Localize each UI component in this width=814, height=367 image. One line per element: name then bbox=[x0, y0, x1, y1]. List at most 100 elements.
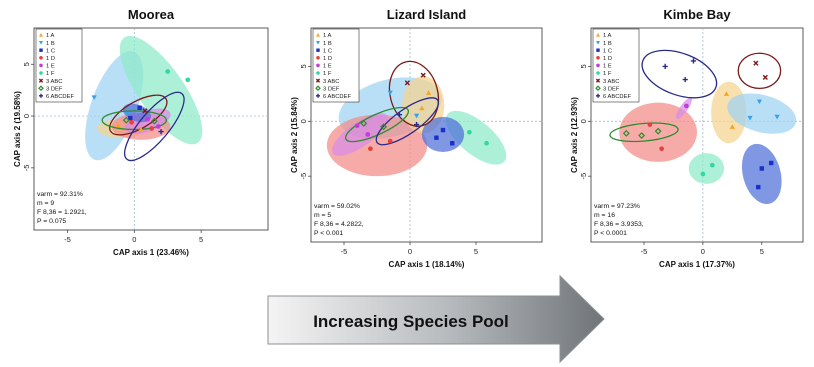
data-point bbox=[450, 141, 455, 146]
legend-marker bbox=[315, 85, 321, 92]
cap-panels: Moorea -5 0 5 -5 0 5 CAP axis 1 (23.46%) CAP axi… bbox=[13, 7, 804, 269]
data-point bbox=[762, 74, 768, 80]
y-axis-label: CAP axis 2 (15.84%) bbox=[290, 97, 299, 173]
legend-label: 1 B bbox=[323, 41, 332, 47]
data-point bbox=[137, 105, 142, 110]
data-point bbox=[138, 126, 144, 132]
data-point bbox=[354, 123, 360, 129]
data-point bbox=[768, 160, 774, 166]
data-point bbox=[729, 124, 735, 129]
data-point bbox=[145, 116, 150, 122]
y-axis-label: CAP axis 2 (12.93%) bbox=[570, 97, 579, 173]
stats-line: varm = 59.02% bbox=[314, 203, 360, 210]
data-point bbox=[434, 135, 439, 140]
group-ellipse bbox=[675, 97, 693, 119]
legend-label: 3 ABC bbox=[46, 79, 62, 85]
x-tick-label: 0 bbox=[701, 247, 705, 256]
legend-label: 1 D bbox=[603, 56, 612, 62]
data-point bbox=[662, 63, 668, 70]
legend-box bbox=[35, 28, 83, 103]
legend-marker bbox=[595, 85, 601, 92]
data-point bbox=[700, 171, 706, 177]
group-ellipse bbox=[375, 97, 440, 146]
point-layer bbox=[354, 72, 489, 152]
stats-annotation: varm = 97.23% m = 16 F 8,36 = 3.9353, P < 0… bbox=[594, 203, 644, 237]
arrow-shape bbox=[267, 274, 605, 364]
legend-label: 1 B bbox=[603, 41, 612, 47]
legend-box bbox=[592, 28, 640, 103]
data-point bbox=[125, 111, 131, 117]
legend-marker bbox=[316, 71, 320, 75]
data-point bbox=[682, 76, 688, 83]
legend-marker bbox=[596, 63, 600, 68]
stats-annotation: varm = 92.31% m = 9 F 8,36 = 1.2921, P = 0.… bbox=[37, 191, 87, 225]
stats-line: P < 0.0001 bbox=[594, 230, 627, 237]
legend-marker bbox=[38, 78, 44, 83]
cap-panel-3: Kimbe Bay -5 0 5 -5 0 5 CAP axis 1 (17.37%) CAP … bbox=[570, 7, 804, 269]
stats-line: m = 5 bbox=[314, 212, 331, 219]
legend-marker bbox=[316, 63, 320, 68]
group-ellipse bbox=[331, 113, 388, 156]
legend-marker bbox=[315, 78, 321, 83]
legend-label: 1 B bbox=[46, 41, 55, 47]
data-point bbox=[414, 121, 420, 128]
y-tick-label: 5 bbox=[579, 64, 588, 68]
group-ellipse bbox=[445, 110, 507, 165]
legend-marker bbox=[316, 56, 320, 60]
data-point bbox=[420, 72, 426, 78]
legend-marker bbox=[596, 33, 600, 37]
data-point bbox=[654, 127, 662, 135]
legend-label: 1 A bbox=[603, 33, 612, 39]
cap-panel-2: Lizard Island -5 0 5 -5 0 5 CAP axis 1 (18.14%)… bbox=[290, 7, 543, 269]
arrow-label: Increasing Species Pool bbox=[313, 312, 509, 331]
data-point bbox=[396, 112, 403, 118]
legend-marker bbox=[316, 41, 320, 45]
panel-title: Lizard Island bbox=[387, 7, 467, 22]
data-point bbox=[747, 115, 753, 121]
y-tick-label: -5 bbox=[299, 173, 308, 180]
legend-label: 1 E bbox=[603, 64, 612, 70]
data-point bbox=[638, 132, 646, 139]
data-point bbox=[149, 126, 155, 131]
group-ellipse bbox=[741, 143, 782, 205]
group-ellipse bbox=[737, 52, 782, 90]
legend-marker bbox=[39, 41, 43, 45]
species-pool-arrow: Increasing Species Pool bbox=[267, 274, 605, 364]
x-tick-label: 5 bbox=[199, 235, 203, 244]
data-point bbox=[156, 124, 161, 129]
legend-marker bbox=[316, 33, 320, 37]
stats-line: varm = 92.31% bbox=[37, 191, 83, 198]
y-tick-label: -5 bbox=[22, 165, 31, 172]
x-axis-label: CAP axis 1 (18.14%) bbox=[389, 260, 465, 269]
data-point bbox=[185, 77, 191, 83]
legend-label: 1 C bbox=[323, 48, 332, 54]
x-tick-label: -5 bbox=[341, 247, 348, 256]
data-point bbox=[91, 95, 97, 101]
y-tick-label: 5 bbox=[299, 64, 308, 68]
data-point bbox=[419, 105, 425, 111]
stats-annotation: varm = 59.02% m = 5 F 8,36 = 4.2822, P < 0.… bbox=[314, 203, 364, 237]
stats-line: F 8,36 = 3.9353, bbox=[594, 221, 644, 228]
data-point bbox=[165, 69, 171, 74]
legend-label: 1 F bbox=[323, 71, 332, 77]
data-point bbox=[368, 146, 373, 152]
data-point bbox=[122, 116, 130, 124]
legend-label: 1 A bbox=[323, 33, 332, 39]
legend-marker bbox=[39, 63, 43, 68]
data-point bbox=[142, 108, 148, 114]
x-tick-label: 5 bbox=[760, 247, 764, 256]
legend-marker bbox=[316, 48, 320, 52]
x-tick-label: 0 bbox=[408, 247, 412, 256]
y-tick-label: 5 bbox=[22, 62, 31, 66]
legend-marker bbox=[38, 85, 44, 92]
x-axis-label: CAP axis 1 (17.37%) bbox=[659, 260, 735, 269]
panel-title: Kimbe Bay bbox=[663, 7, 731, 22]
data-point bbox=[756, 99, 763, 105]
data-point bbox=[414, 113, 420, 119]
legend-label: 1 D bbox=[323, 56, 332, 62]
group-ellipse bbox=[421, 116, 465, 153]
